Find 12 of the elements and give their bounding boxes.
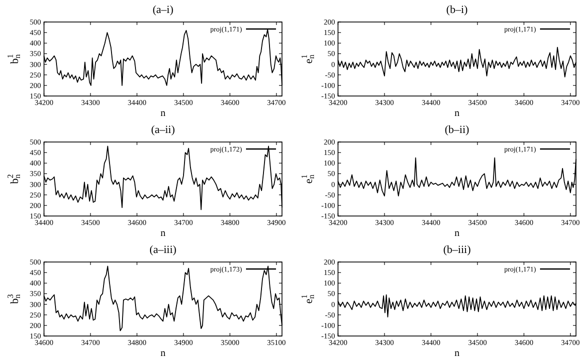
chart-title: (a–iii) (150, 244, 177, 256)
chart-title: (a–i) (152, 4, 174, 16)
x-axis-title: n (160, 108, 166, 119)
x-axis-title: n (454, 348, 460, 359)
x-axis-title: n (160, 228, 166, 239)
chart-title: (b–iii) (443, 244, 472, 256)
chart-title: (b–ii) (444, 124, 470, 136)
x-axis-title: n (454, 228, 460, 239)
chart-title: (a–ii) (151, 124, 176, 136)
x-axis-title: n (160, 348, 166, 359)
x-axis-title: n (454, 108, 460, 119)
chart-title: (b–i) (446, 4, 468, 16)
